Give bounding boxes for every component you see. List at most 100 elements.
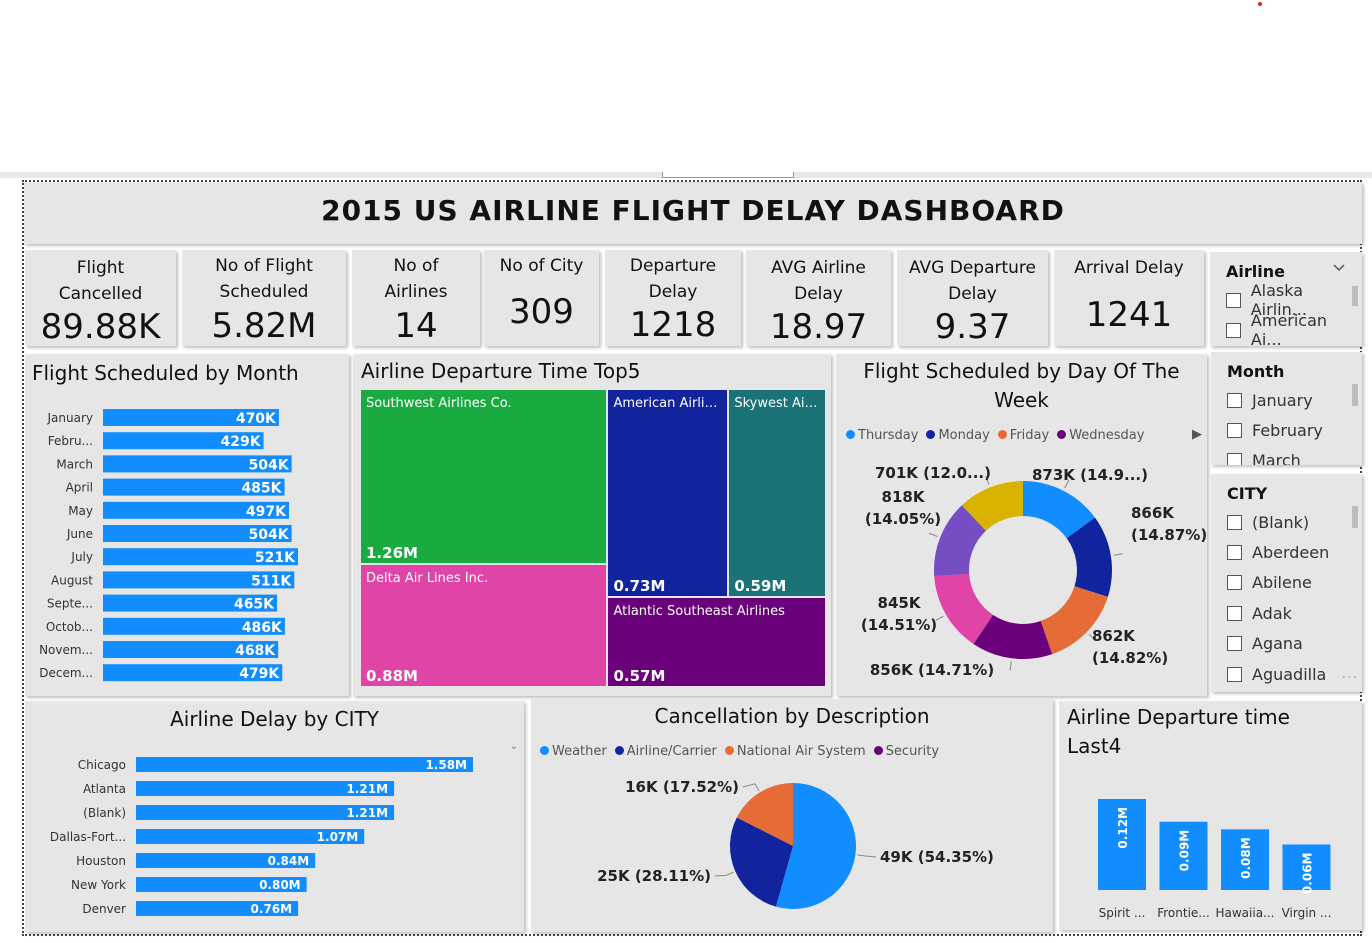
pie-slice <box>730 817 793 907</box>
chart-title: Airline Departure Time Top5 <box>361 359 641 383</box>
leader-line <box>985 475 990 485</box>
leader-line <box>1088 633 1096 641</box>
bar <box>103 594 278 612</box>
data-label: 1.21M <box>347 782 389 796</box>
treemap-cell[interactable]: Skywest Airli... 0.59M <box>729 390 825 597</box>
checkbox[interactable] <box>1227 666 1242 682</box>
data-label: 486K <box>242 620 283 636</box>
checkbox[interactable] <box>1227 635 1242 651</box>
legend-item[interactable]: Wednesday <box>1057 428 1144 443</box>
slicer-option[interactable]: Aguadilla <box>1227 662 1326 686</box>
scrollbar[interactable] <box>1352 506 1358 528</box>
bar <box>136 781 395 796</box>
data-label: 701K (12.0...) <box>875 464 991 482</box>
kpi-avg-airline-delay[interactable]: AVG Airline Delay 18.97 <box>746 250 891 347</box>
scrollbar[interactable] <box>1352 286 1358 306</box>
cancel-pie-chart: 49K (54.35%) 25K (28.11%) 16K (17.52%) <box>597 778 994 909</box>
kpi-flights-scheduled[interactable]: No of Flight Scheduled 5.82M <box>182 250 346 346</box>
pie-slice <box>736 783 793 846</box>
category-label: June <box>66 527 93 541</box>
chart-title: Airline Delay by CITY <box>170 707 379 731</box>
data-label: 465K <box>234 597 275 613</box>
data-label: 0.76M <box>251 902 293 916</box>
treemap-cell[interactable]: American Airlin... 0.73M <box>608 390 728 597</box>
bar <box>103 548 298 566</box>
kpi-label: Delay <box>794 284 843 304</box>
slicer-option[interactable]: Adak <box>1227 601 1292 625</box>
legend-item[interactable]: National Air System <box>724 744 866 759</box>
leader-line <box>1064 479 1070 489</box>
chart-title: Flight Scheduled by Month <box>32 361 299 385</box>
city-slicer[interactable]: CITY (Blank) Aberdeen Abilene Adak Agana… <box>1211 474 1362 692</box>
treemap-cell-value: 0.59M <box>734 577 787 596</box>
checkbox[interactable] <box>1227 422 1242 438</box>
kpi-departure-delay[interactable]: Departure Delay 1218 <box>605 250 741 346</box>
checkbox[interactable] <box>1227 605 1242 621</box>
chevron-down-icon[interactable]: ⌄ <box>509 741 518 752</box>
data-label: 845K <box>878 594 922 612</box>
category-label: New York <box>71 878 126 892</box>
data-label: 0.12M <box>1116 807 1130 849</box>
checkbox[interactable] <box>1227 452 1242 465</box>
column <box>1159 821 1208 890</box>
kpi-avg-departure-delay[interactable]: AVG Departure Delay 9.37 <box>897 250 1048 347</box>
leader-line <box>1009 661 1012 671</box>
data-label: 0.06M <box>1301 853 1315 895</box>
chart-legend: Thursday Monday Friday Wednesday <box>846 428 1144 443</box>
city-bar-chart: Chicago 1.58M Atlanta 1.21M (Blank) 1.21M Dall… <box>50 757 473 916</box>
month-slicer[interactable]: Month January February March <box>1211 352 1362 465</box>
leader-line <box>1113 553 1123 556</box>
kpi-flight-cancelled[interactable]: Flight Cancelled 89.88K <box>25 250 176 347</box>
category-label: Decem... <box>39 666 93 680</box>
slicer-option[interactable]: Alaska Airlin... <box>1226 281 1362 319</box>
treemap-cell[interactable]: Delta Air Lines Inc. 0.88M <box>361 565 607 686</box>
data-label: 25K (28.11%) <box>597 867 711 885</box>
bar <box>136 757 473 772</box>
slicer-option[interactable]: American Ai... <box>1226 311 1362 346</box>
resize-handle[interactable] <box>662 172 794 178</box>
treemap-cell[interactable]: Southwest Airlines Co. 1.26M <box>361 390 607 564</box>
data-label: 479K <box>239 666 280 682</box>
slicer-option[interactable]: March <box>1227 448 1301 465</box>
slicer-option[interactable]: February <box>1227 418 1323 442</box>
column <box>1098 799 1146 890</box>
checkbox[interactable] <box>1227 544 1242 560</box>
legend-item[interactable]: Weather <box>540 744 607 759</box>
slicer-option[interactable]: Abilene <box>1227 570 1312 594</box>
donut-slice <box>1040 586 1108 655</box>
scrollbar[interactable] <box>1352 384 1358 406</box>
legend-item[interactable]: Airline/Carrier <box>614 744 717 759</box>
airline-slicer[interactable]: Airline Alaska Airlin... American Ai... <box>1210 252 1362 346</box>
slicer-option[interactable]: Aberdeen <box>1227 540 1329 564</box>
category-label: Octob... <box>46 620 93 634</box>
column <box>1282 844 1331 890</box>
treemap-cell-name: Skywest Airli... <box>734 396 821 411</box>
kpi-no-of-city[interactable]: No of City 309 <box>484 250 599 346</box>
kpi-value: 1241 <box>1085 295 1173 335</box>
kpi-label: Scheduled <box>219 282 309 302</box>
legend-item[interactable]: Monday <box>926 428 990 443</box>
checkbox[interactable] <box>1227 574 1242 590</box>
kpi-no-of-airlines[interactable]: No of Airlines 14 <box>352 250 480 346</box>
data-label: (14.82%) <box>1092 649 1168 667</box>
treemap-chart: Southwest Airlines Co. 1.26M Delta Air Lin… <box>361 390 827 688</box>
legend-item[interactable]: Thursday <box>846 428 918 443</box>
treemap-cell[interactable]: Atlantic Southeast Airlines 0.57M <box>608 598 825 686</box>
checkbox[interactable] <box>1227 514 1242 530</box>
chevron-down-icon[interactable] <box>1332 259 1346 273</box>
legend-item[interactable]: Security <box>873 744 939 759</box>
slicer-option[interactable]: Agana <box>1227 631 1303 655</box>
more-options-icon[interactable]: ··· <box>1341 670 1358 686</box>
legend-item[interactable]: Friday <box>997 428 1049 443</box>
data-label: 1.21M <box>347 806 389 820</box>
slicer-option[interactable]: January <box>1227 388 1313 412</box>
checkbox[interactable] <box>1227 392 1242 408</box>
donut-slice <box>1023 481 1095 539</box>
checkbox[interactable] <box>1226 292 1241 308</box>
legend-next-icon[interactable]: ▶ <box>1192 427 1202 442</box>
kpi-arrival-delay[interactable]: Arrival Delay 1241 <box>1054 250 1204 346</box>
slicer-option[interactable]: (Blank) <box>1227 510 1309 534</box>
slicer-title: Airline <box>1226 262 1285 281</box>
data-label: 511K <box>251 573 292 589</box>
checkbox[interactable] <box>1226 322 1241 338</box>
